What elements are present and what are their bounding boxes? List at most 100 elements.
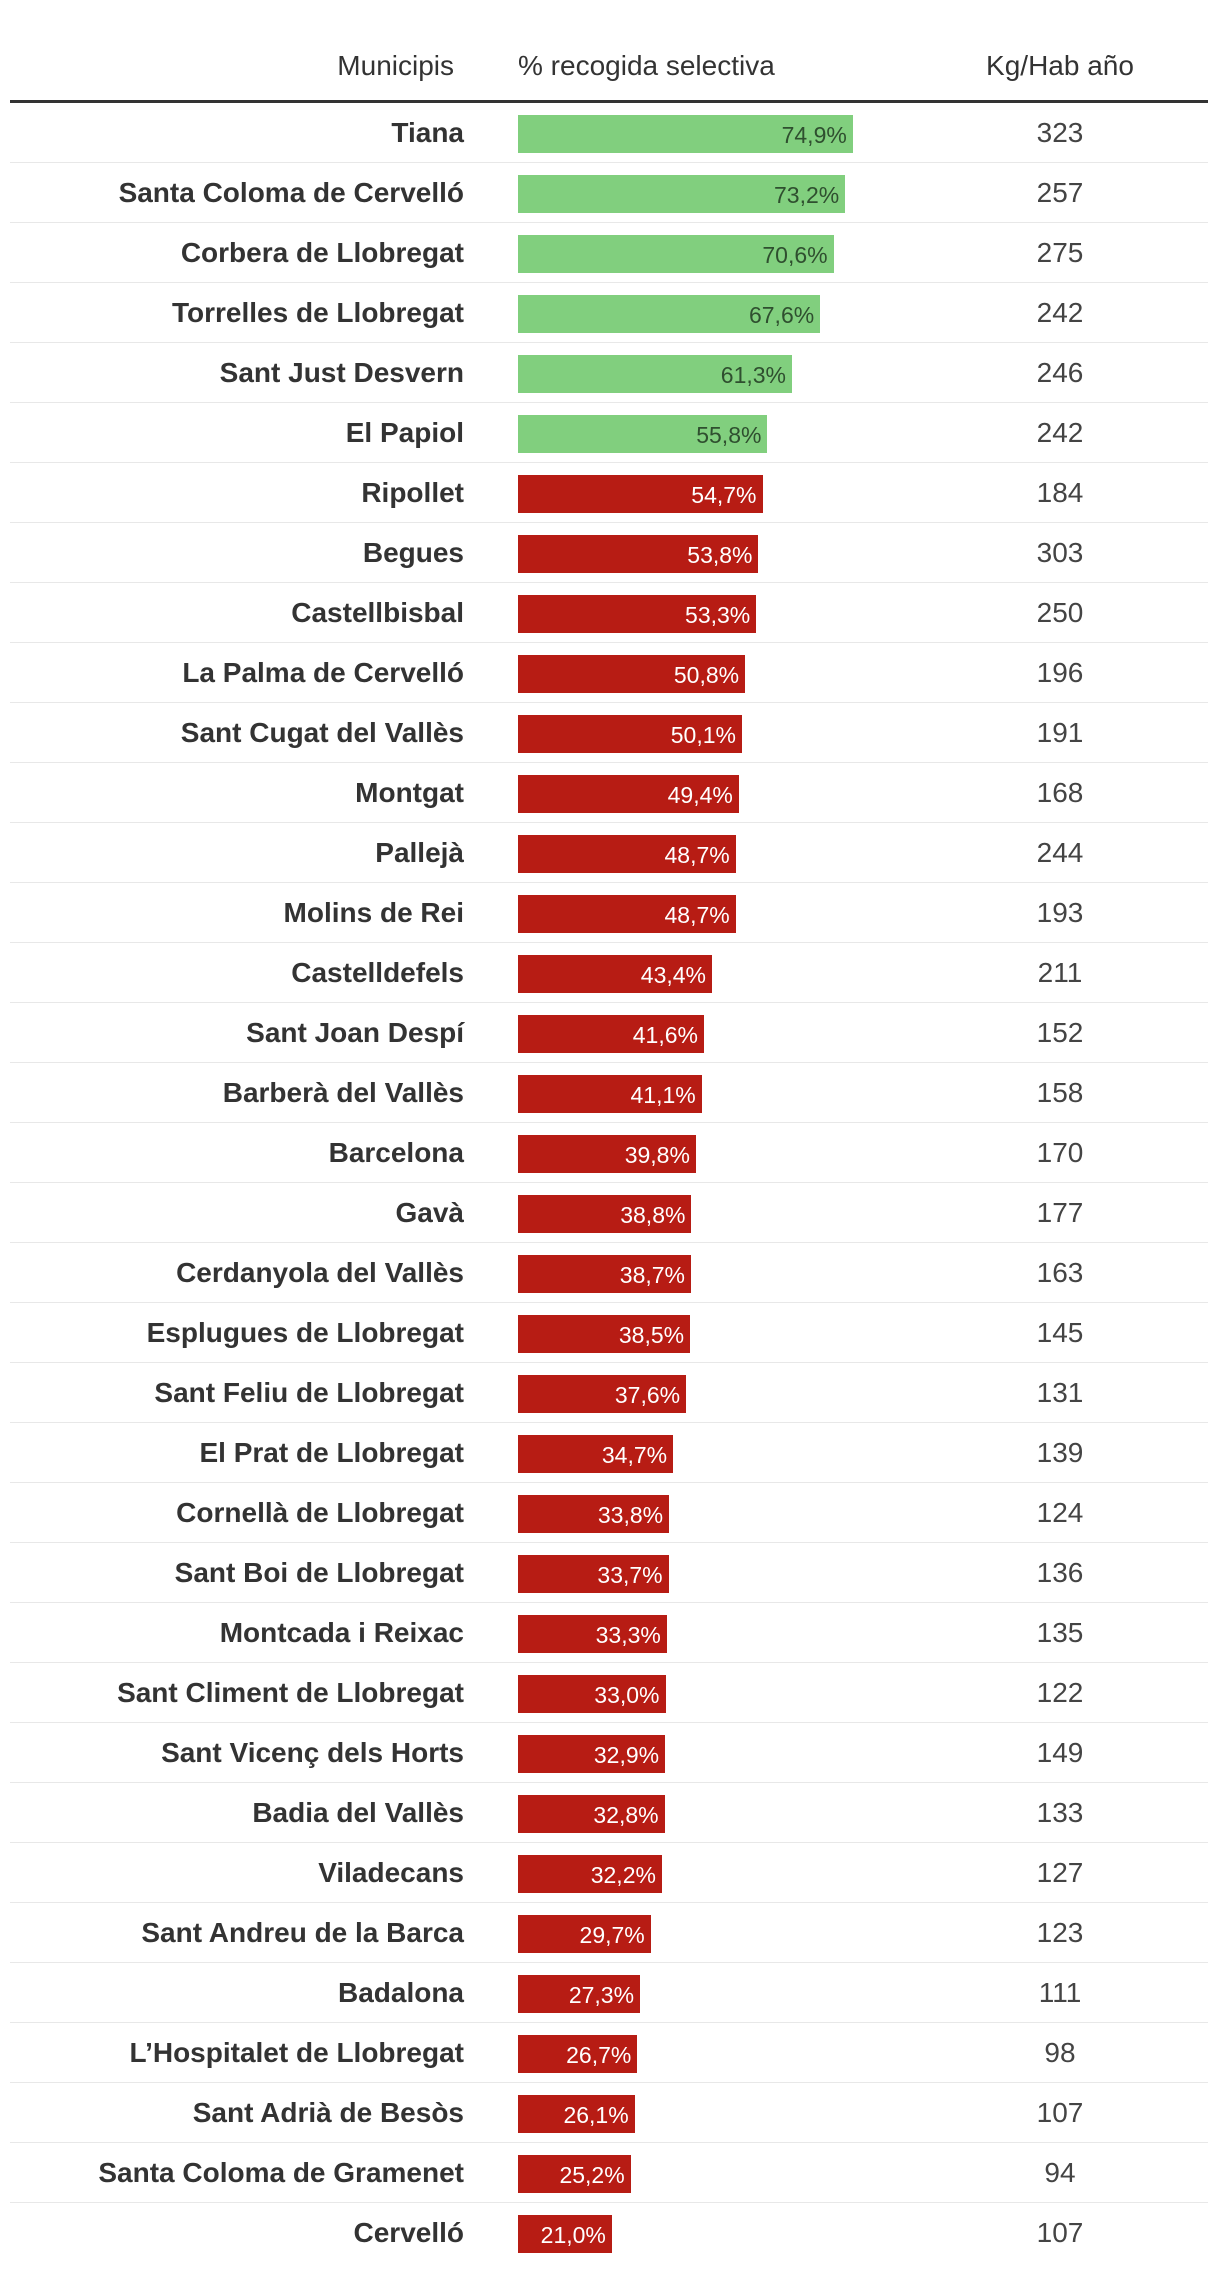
table-row: Badalona 27,3% 111 (10, 1963, 1208, 2023)
pct-bar (518, 1615, 667, 1653)
pct-label: 61,3% (720, 362, 787, 388)
table-row: Santa Coloma de Cervelló 73,2% 257 (10, 163, 1208, 223)
pct-label: 32,2% (590, 1862, 656, 1888)
pct-bar (518, 355, 792, 393)
municipality-name: Esplugues de Llobregat (146, 1317, 464, 1348)
municipality-name: Sant Just Desvern (219, 357, 464, 388)
row-divider (10, 642, 1208, 643)
pct-label: 32,8% (593, 1802, 659, 1828)
row-divider (10, 1482, 1208, 1483)
table-row: Torrelles de Llobregat 67,6% 242 (10, 283, 1208, 343)
municipality-name: Montgat (355, 777, 464, 808)
pct-bar (518, 1675, 666, 1713)
table-row: Molins de Rei 48,7% 193 (10, 883, 1208, 943)
table-row: Cervelló 21,0% 107 (10, 2203, 1208, 2263)
pct-label: 33,0% (594, 1682, 660, 1708)
row-divider (10, 1782, 1208, 1783)
kg-value: 275 (1036, 237, 1084, 268)
row-divider (10, 222, 1208, 223)
kg-value: 196 (1036, 657, 1084, 688)
row-divider (10, 462, 1208, 463)
kg-value: 124 (1036, 1497, 1084, 1528)
kg-value: 303 (1036, 537, 1084, 568)
row-divider (10, 1962, 1208, 1963)
pct-label: 49,4% (667, 782, 733, 808)
pct-label: 33,7% (597, 1562, 663, 1588)
kg-value: 242 (1036, 297, 1084, 328)
table-row: El Prat de Llobregat 34,7% 139 (10, 1423, 1208, 1483)
pct-label: 70,6% (762, 242, 828, 268)
row-divider (10, 522, 1208, 523)
municipality-name: Pallejà (375, 837, 464, 868)
row-divider (10, 822, 1208, 823)
pct-bar (518, 295, 821, 333)
pct-bar (518, 1315, 691, 1353)
municipality-name: Castelldefels (291, 957, 464, 988)
municipality-name: Sant Boi de Llobregat (174, 1557, 464, 1588)
header-kg: Kg/Hab año (986, 50, 1134, 81)
pct-label: 54,7% (691, 482, 757, 508)
kg-value: 244 (1036, 837, 1084, 868)
table-row: Ripollet 54,7% 184 (10, 463, 1208, 523)
pct-label: 25,2% (559, 2162, 625, 2188)
pct-bar (518, 1735, 666, 1773)
pct-label: 37,6% (614, 1382, 681, 1408)
row-divider (10, 1422, 1208, 1423)
pct-label: 55,8% (696, 422, 762, 448)
table-row: Gavà 38,8% 177 (10, 1183, 1208, 1243)
kg-value: 139 (1036, 1437, 1084, 1468)
kg-value: 242 (1036, 417, 1084, 448)
header-pct: % recogida selectiva (518, 50, 775, 81)
row-divider (10, 882, 1208, 883)
municipality-name: Sant Feliu de Llobregat (154, 1377, 464, 1408)
kg-value: 257 (1036, 177, 1084, 208)
pct-label: 39,8% (624, 1142, 690, 1168)
pct-bar (518, 1195, 692, 1233)
kg-value: 170 (1036, 1137, 1084, 1168)
row-divider (10, 762, 1208, 763)
pct-label: 32,9% (593, 1742, 660, 1768)
table-row: Corbera de Llobregat 70,6% 275 (10, 223, 1208, 283)
pct-label: 41,6% (632, 1022, 698, 1048)
municipality-name: Badalona (337, 1977, 464, 2008)
table-row: Badia del Vallès 32,8% 133 (10, 1783, 1208, 1843)
pct-label: 38,5% (618, 1322, 685, 1348)
kg-value: 193 (1036, 897, 1084, 928)
kg-value: 184 (1036, 477, 1084, 508)
kg-value: 122 (1036, 1677, 1084, 1708)
pct-bar (518, 595, 757, 633)
kg-value: 111 (1038, 1977, 1082, 2008)
table-row: Tiana 74,9% 323 (10, 103, 1208, 163)
table-row: Santa Coloma de Gramenet 25,2% 94 (10, 2143, 1208, 2203)
pct-label: 74,9% (781, 122, 847, 148)
pct-bar (518, 415, 768, 453)
kg-value: 135 (1036, 1617, 1084, 1648)
kg-value: 250 (1036, 597, 1084, 628)
pct-label: 53,8% (687, 542, 753, 568)
pct-bar (518, 1135, 696, 1173)
pct-bar (518, 175, 846, 213)
pct-bar (518, 535, 759, 573)
municipality-name: Castellbisbal (291, 597, 464, 628)
pct-bar (518, 895, 736, 933)
row-divider (10, 1182, 1208, 1183)
row-divider (10, 342, 1208, 343)
kg-value: 323 (1036, 117, 1084, 148)
row-divider (10, 1662, 1208, 1663)
pct-bar (518, 1555, 669, 1593)
table-row: Sant Cugat del Vallès 50,1% 191 (10, 703, 1208, 763)
pct-label: 73,2% (774, 182, 840, 208)
municipality-name: Barcelona (328, 1137, 464, 1168)
municipality-name: Gavà (395, 1197, 465, 1228)
pct-bar (518, 115, 853, 153)
municipality-name: Sant Cugat del Vallès (180, 717, 464, 748)
municipality-name: Sant Climent de Llobregat (117, 1677, 464, 1708)
pct-label: 50,8% (673, 662, 740, 688)
municipality-name: Montcada i Reixac (219, 1617, 464, 1648)
kg-value: 191 (1036, 717, 1084, 748)
row-divider (10, 1302, 1208, 1303)
pct-label: 33,3% (595, 1622, 661, 1648)
pct-label: 26,7% (566, 2042, 632, 2068)
kg-value: 98 (1044, 2037, 1076, 2068)
municipality-name: Viladecans (318, 1857, 464, 1888)
